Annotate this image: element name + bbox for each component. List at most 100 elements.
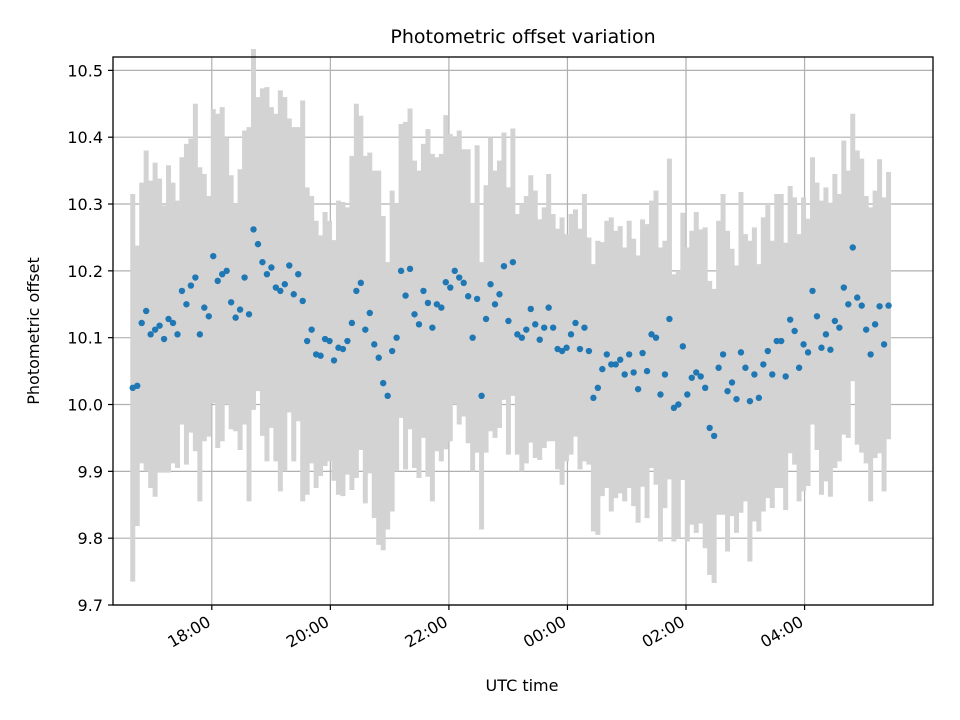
data-point — [536, 336, 543, 343]
data-point — [778, 337, 785, 345]
data-point — [518, 334, 526, 341]
data-point — [746, 397, 754, 405]
data-point — [849, 244, 856, 251]
data-point — [867, 351, 874, 358]
data-point — [755, 394, 763, 402]
data-point — [581, 324, 588, 331]
data-point — [809, 287, 816, 295]
data-point — [187, 282, 195, 289]
data-point — [353, 287, 360, 295]
data-point — [232, 314, 239, 321]
data-point — [178, 287, 186, 295]
y-tick-label: 9.9 — [78, 462, 103, 481]
data-point — [760, 361, 767, 368]
data-point — [549, 324, 557, 331]
data-point — [397, 267, 405, 275]
data-point — [827, 346, 834, 353]
data-point — [563, 344, 570, 351]
data-point — [509, 258, 517, 266]
data-point — [599, 365, 606, 373]
data-point — [751, 371, 758, 378]
data-point — [545, 304, 552, 311]
data-point — [259, 258, 266, 266]
data-point — [625, 351, 633, 358]
data-point — [822, 331, 830, 338]
data-point — [621, 371, 628, 378]
data-point — [496, 291, 503, 298]
y-tick-label: 10.2 — [67, 262, 103, 281]
data-point — [201, 304, 208, 311]
data-point — [657, 391, 664, 398]
data-point — [630, 369, 637, 376]
data-point — [675, 401, 682, 408]
x-axis-label: UTC time — [486, 676, 559, 695]
data-point — [769, 371, 776, 378]
data-point — [733, 395, 740, 403]
data-point — [737, 349, 745, 356]
data-point — [523, 326, 530, 333]
data-point — [250, 226, 257, 233]
data-point — [617, 356, 624, 363]
data-point — [303, 337, 311, 345]
data-point — [429, 324, 436, 331]
data-point — [585, 347, 593, 355]
data-point — [532, 321, 539, 328]
data-point — [460, 279, 467, 287]
data-point — [576, 345, 584, 353]
data-point — [317, 352, 324, 359]
data-point — [639, 349, 646, 357]
data-point — [384, 392, 391, 400]
data-point — [871, 321, 879, 328]
data-point — [205, 313, 212, 320]
data-point — [764, 347, 771, 355]
data-point — [558, 347, 566, 355]
data-point — [196, 331, 204, 338]
data-point — [272, 284, 280, 291]
data-point — [438, 304, 445, 311]
data-point — [701, 384, 709, 392]
data-point — [603, 351, 611, 358]
data-point — [241, 274, 248, 281]
data-point — [594, 384, 602, 392]
data-point — [424, 299, 432, 307]
data-point — [464, 293, 472, 300]
data-point — [710, 432, 718, 440]
data-point — [836, 324, 843, 331]
data-point — [813, 313, 821, 320]
data-point — [876, 303, 883, 310]
data-point — [880, 341, 888, 348]
data-point — [169, 319, 177, 327]
data-point — [371, 341, 378, 348]
plot-frame — [112, 56, 934, 606]
data-point — [134, 382, 141, 389]
data-point — [505, 317, 512, 325]
data-point — [527, 305, 534, 313]
data-point — [858, 302, 865, 309]
data-point — [402, 292, 409, 299]
data-point — [652, 334, 660, 341]
data-point — [643, 367, 651, 375]
data-point — [348, 319, 356, 327]
y-tick-label: 10.3 — [67, 195, 103, 214]
y-tick-label: 9.7 — [78, 596, 103, 615]
data-point — [782, 373, 789, 380]
y-tick-label: 9.8 — [78, 529, 103, 548]
data-point — [411, 311, 418, 318]
data-point — [286, 262, 293, 269]
data-point — [670, 404, 678, 412]
data-point — [299, 297, 306, 305]
data-point — [375, 354, 382, 361]
data-point — [174, 331, 181, 338]
data-point — [469, 334, 476, 341]
data-point — [160, 335, 168, 343]
data-point — [362, 326, 369, 333]
data-point — [433, 301, 441, 308]
data-point — [277, 287, 284, 295]
data-point — [612, 361, 619, 368]
data-point — [366, 309, 373, 317]
y-tick-label: 10.1 — [67, 329, 103, 348]
data-point — [147, 331, 154, 338]
data-point — [648, 331, 655, 338]
data-point — [138, 319, 145, 327]
data-point — [192, 274, 199, 281]
